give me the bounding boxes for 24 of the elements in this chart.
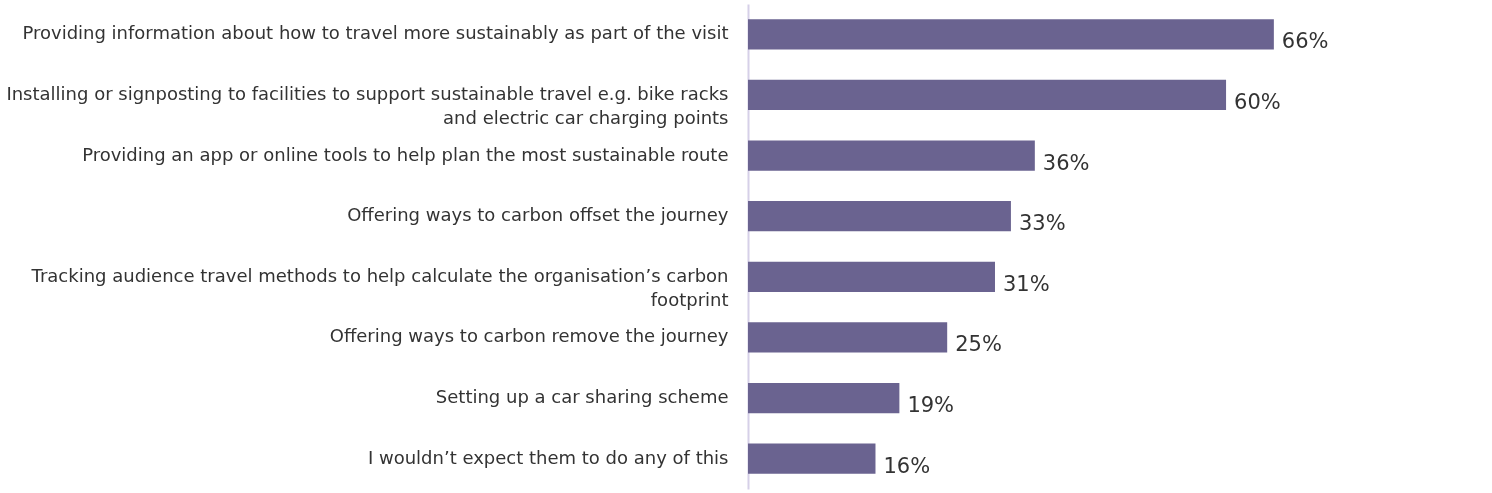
bar bbox=[748, 201, 1011, 232]
data-label: 16% bbox=[883, 453, 931, 478]
y-tick-label: Setting up a car sharing scheme bbox=[435, 386, 729, 408]
y-tick-label: Tracking audience travel methods to help calculate the organisation’s carbon footprint bbox=[30, 264, 729, 310]
y-tick-label: Providing information about how to travel more sustainably as part of the visit bbox=[22, 22, 729, 44]
bar bbox=[748, 79, 1227, 111]
y-tick-label: Installing or signposting to facilities to support sustainable travel e.g. bike racks and electric car charging points bbox=[6, 82, 729, 128]
y-tick-label: Offering ways to carbon remove the journey bbox=[329, 325, 729, 347]
data-label: 19% bbox=[907, 393, 955, 418]
y-tick-label: Providing an app or online tools to help plan the most sustainable route bbox=[82, 143, 729, 165]
bar bbox=[748, 19, 1274, 50]
data-label: 66% bbox=[1281, 29, 1329, 54]
data-label: 60% bbox=[1234, 89, 1281, 114]
y-tick-label: Offering ways to carbon offset the journey bbox=[347, 204, 729, 226]
data-label: 25% bbox=[955, 332, 1002, 357]
bar bbox=[748, 382, 900, 414]
data-label: 36% bbox=[1042, 150, 1090, 175]
data-label: 31% bbox=[1003, 271, 1050, 296]
bar bbox=[748, 140, 1035, 171]
bar bbox=[748, 261, 995, 292]
data-label: 33% bbox=[1018, 211, 1066, 236]
bar bbox=[748, 322, 948, 353]
y-tick-label: I wouldn’t expect them to do any of this bbox=[367, 446, 729, 468]
bar bbox=[748, 443, 876, 474]
